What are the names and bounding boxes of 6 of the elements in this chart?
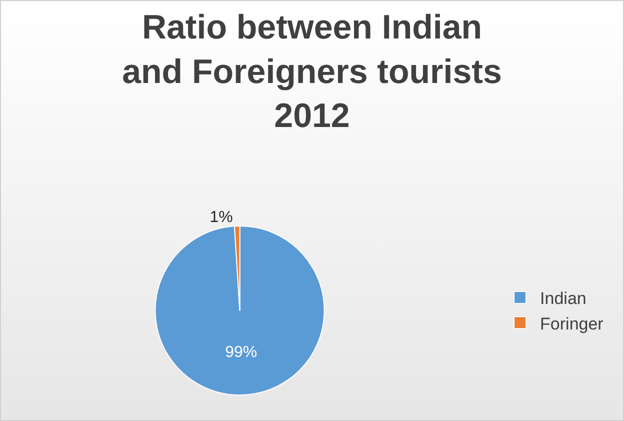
pie-slice (154, 226, 325, 396)
chart-title: Ratio between Indian and Foreigners tourists 2012 (122, 8, 502, 136)
legend-label: Indian (540, 289, 586, 308)
data-label: 99% (225, 344, 258, 362)
legend-label: Foringer (540, 314, 604, 334)
data-label: 1% (210, 209, 233, 226)
